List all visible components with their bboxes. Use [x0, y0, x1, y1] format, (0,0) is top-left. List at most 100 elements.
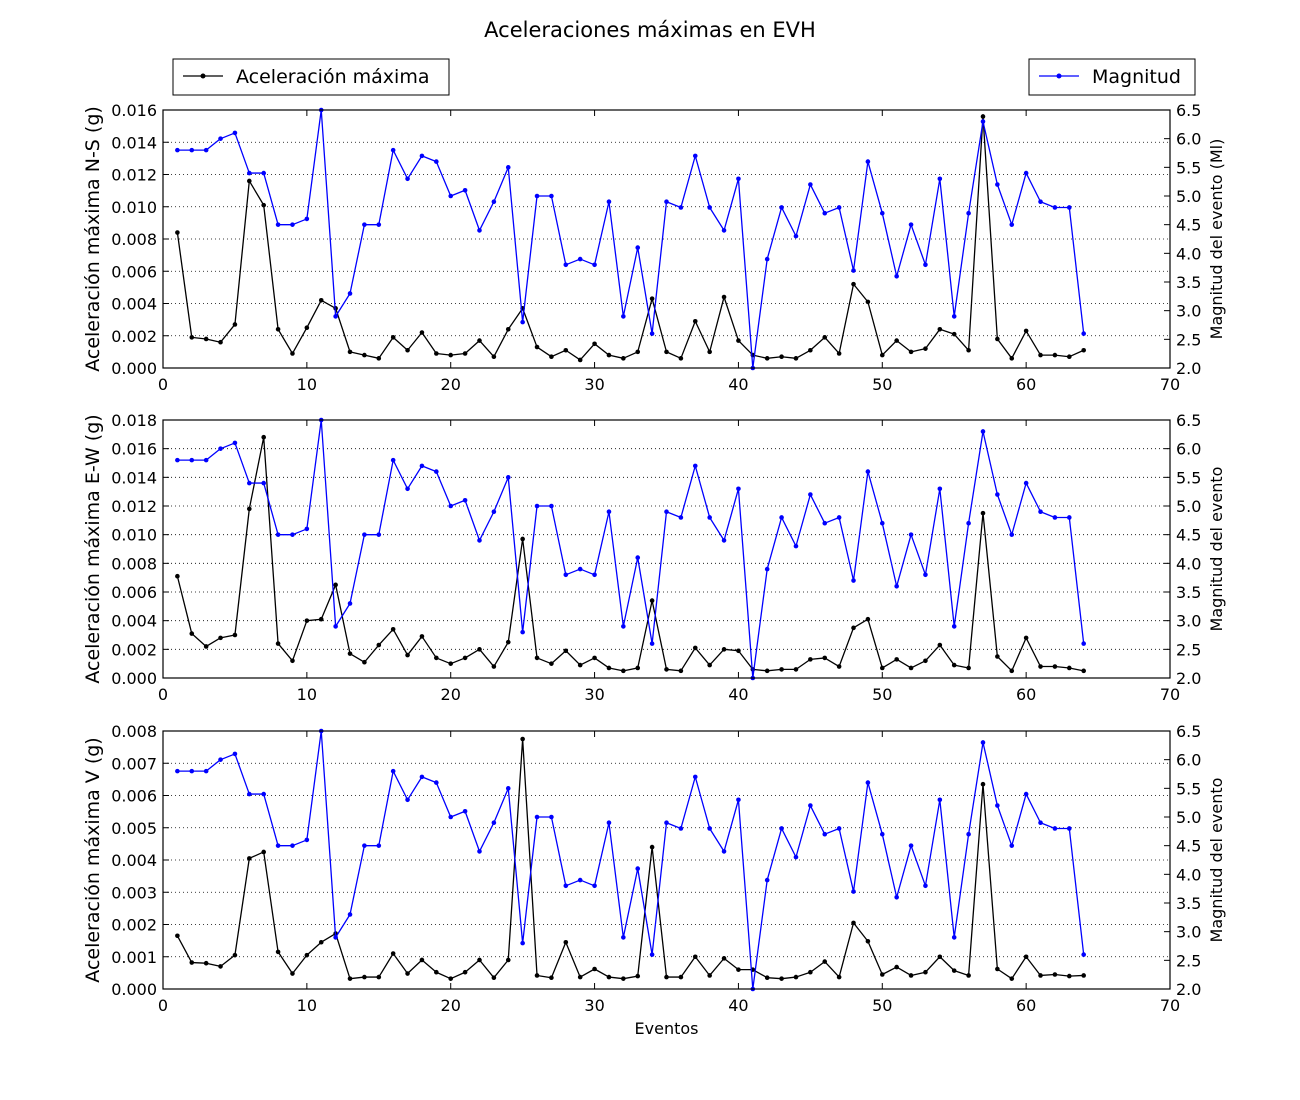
- panel-v-acceleration-point: [376, 974, 382, 980]
- panel-v-acceleration-point: [247, 856, 252, 861]
- panel-ew-magnitude-point: [707, 515, 712, 520]
- panel-ns-magnitude-point: [577, 256, 583, 262]
- panel-v-acceleration-point: [822, 959, 828, 964]
- panel-v-acceleration-point: [592, 966, 597, 972]
- panel-v-acceleration-point: [304, 952, 310, 958]
- panel-ew-magnitude-point: [390, 457, 396, 463]
- panel-v-ytick-label: 0.005: [111, 819, 157, 838]
- panel-ns-magnitude-point: [793, 233, 799, 239]
- panel-v-acceleration-point: [937, 954, 943, 960]
- panel-ns-magnitude-line: [177, 109, 1085, 369]
- panel-ns-magnitude-point: [232, 130, 238, 136]
- panel-ew-acceleration-point: [1067, 665, 1072, 671]
- panel-ns-acceleration-point: [707, 349, 712, 355]
- panel-ew-acceleration-point: [951, 662, 957, 668]
- panel-ns-y2tick-label: 2.0: [1176, 359, 1201, 378]
- panel-v-magnitude-point: [1009, 843, 1015, 848]
- panel-v-acceleration-point: [764, 975, 770, 981]
- panel-ns-ytick-label: 0.008: [111, 230, 157, 249]
- panel-v-xtick-label: 70: [1160, 996, 1180, 1015]
- panel-v-y2tick-label: 3.5: [1176, 894, 1201, 913]
- panel-ns-magnitude-point: [1067, 205, 1072, 210]
- panel-ew-magnitude-point: [836, 515, 842, 520]
- panel-ew-xtick-label: 20: [441, 685, 461, 704]
- panel-ew-acceleration-point: [621, 668, 626, 674]
- panel-ew-acceleration-point: [995, 654, 1000, 659]
- panel-v-ytick-label: 0.003: [111, 883, 157, 902]
- panel-v-acceleration-point: [923, 969, 928, 975]
- panel-v-acceleration-point: [261, 849, 267, 855]
- panel-ew-magnitude-point: [290, 532, 295, 537]
- panel-ew-magnitude-point: [247, 480, 252, 486]
- legend-right: Magnitud: [1028, 58, 1196, 96]
- panel-ns-acceleration-point: [304, 325, 310, 330]
- panel-v-acceleration-point: [808, 969, 813, 975]
- panel-ew-acceleration-point: [764, 668, 770, 674]
- panel-v-acceleration-point: [362, 974, 367, 980]
- panel-ns-magnitude-point: [563, 262, 569, 268]
- panel-v-magnitude-point: [937, 797, 943, 803]
- panel-v-y2tick-label: 4.5: [1176, 837, 1201, 856]
- panel-v-magnitude-point: [951, 935, 957, 940]
- panel-v-magnitude-point: [376, 843, 382, 848]
- panel-v-acceleration-point: [290, 971, 295, 976]
- panel-ns-magnitude-point: [822, 210, 828, 216]
- panel-ew-acceleration-point: [937, 642, 943, 648]
- panel-ns-ylabel: Aceleración máxima N-S (g): [82, 106, 104, 372]
- panel-v-acceleration-point: [189, 960, 195, 965]
- panel-v-magnitude-point: [764, 877, 770, 883]
- panel-v-magnitude-point: [448, 814, 454, 820]
- panel-ew-acceleration-point: [908, 665, 914, 671]
- panel-v-acceleration-point: [318, 939, 324, 945]
- panel-v-ylabel: Aceleración máxima V (g): [82, 737, 104, 982]
- panel-ns-xtick-label: 50: [872, 375, 892, 394]
- panel-ew-magnitude-point: [664, 509, 669, 515]
- panel-ns-acceleration-point: [1038, 352, 1043, 358]
- panel-ns-ytick-label: 0.004: [111, 295, 157, 314]
- panel-v-acceleration-point: [434, 969, 439, 975]
- panel-ew-y2tick-label: 3.5: [1176, 583, 1201, 602]
- panel-v-magnitude-point: [520, 940, 525, 946]
- panel-ew: 0 10 20 30 40 50 60 70 0.000 0.002 0.004 0.006 0.008…: [82, 411, 1226, 704]
- panel-v-magnitude-point: [851, 889, 856, 894]
- panel-v-magnitude-point: [419, 774, 425, 780]
- panel-v-magnitude-point: [577, 877, 583, 883]
- panel-ns-acceleration-point: [362, 352, 367, 358]
- panel-ns-magnitude-point: [247, 170, 252, 176]
- panel-ew-magnitude-point: [362, 532, 367, 537]
- panel-ns-magnitude-point: [376, 222, 382, 227]
- panel-ns-magnitude-point: [879, 210, 885, 216]
- panel-ew-magnitude-point: [995, 492, 1000, 497]
- panel-ns-acceleration-point: [261, 202, 267, 208]
- panel-v-acceleration-point: [692, 954, 698, 960]
- panel-ew-magnitude-point: [419, 463, 425, 469]
- panel-v-acceleration-point: [175, 933, 180, 939]
- panel-v-acceleration-point: [793, 974, 799, 980]
- panel-ew-acceleration-point: [592, 655, 597, 661]
- panel-ns-magnitude-point: [721, 228, 727, 233]
- panel-ns-acceleration-line: [176, 115, 1084, 361]
- panel-ew-acceleration-point: [347, 651, 353, 656]
- panel-ns-acceleration-point: [434, 351, 439, 356]
- panel-ns-xtick-label: 0: [158, 375, 168, 394]
- panel-ns-magnitude-point: [505, 165, 511, 170]
- panel-ew-ytick-label: 0.000: [111, 669, 157, 688]
- panel-ns-xtick-label: 20: [441, 375, 461, 394]
- panel-ns-acceleration-point: [822, 335, 828, 340]
- panel-v-magnitude-point: [779, 826, 784, 831]
- panel-ns-acceleration-point: [462, 351, 468, 356]
- panel-ew-y2label: Magnitud del evento: [1207, 467, 1226, 632]
- panel-ew-magnitude-point: [505, 475, 511, 480]
- panel-ew-acceleration-point: [1052, 664, 1058, 669]
- legend-right-label: Magnitud: [1092, 66, 1181, 88]
- panel-ew-magnitude-point: [405, 486, 410, 492]
- panel-ew-acceleration-point: [462, 655, 468, 661]
- panel-v-magnitude-point: [635, 866, 641, 871]
- panel-ns-acceleration-point: [189, 335, 195, 340]
- panel-ew-acceleration-point: [261, 434, 267, 440]
- panel-ew-frame: [162, 419, 1171, 679]
- panel-ew-ytick-label: 0.002: [111, 640, 157, 659]
- panel-ew-magnitude-point: [1038, 509, 1043, 515]
- panel-v-xtick-label: 10: [297, 996, 317, 1015]
